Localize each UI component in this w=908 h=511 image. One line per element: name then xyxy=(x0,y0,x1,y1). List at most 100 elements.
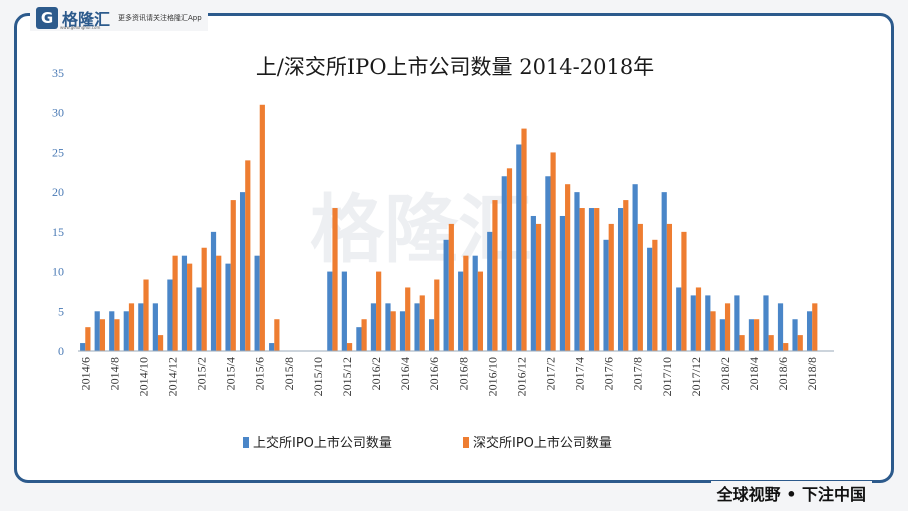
x-tick-label: 2015/2 xyxy=(195,357,209,390)
sh-bar-2016-10 xyxy=(487,231,493,351)
sz-bar-2018-3 xyxy=(739,335,745,351)
footer-slogan: 全球视野 • 下注中国 xyxy=(710,481,872,505)
legend-swatch-0 xyxy=(243,437,249,448)
brand-slogan: 更多资讯请关注格隆汇App xyxy=(118,14,202,22)
y-tick-label: 25 xyxy=(52,145,64,159)
bars-group xyxy=(80,104,818,352)
x-tick-label: 2016/8 xyxy=(456,357,470,390)
y-tick-label: 15 xyxy=(52,225,64,239)
sh-bar-2017-1 xyxy=(530,215,536,351)
sz-bar-2018-7 xyxy=(797,335,803,351)
sh-bar-2015-7 xyxy=(269,343,275,351)
watermark-text: 格隆汇 xyxy=(310,187,532,273)
sh-bar-2016-1 xyxy=(356,327,362,351)
x-tick-label: 2015/10 xyxy=(311,357,325,396)
sh-bar-2015-3 xyxy=(210,231,217,351)
x-tick-label: 2017/4 xyxy=(573,357,587,390)
sh-bar-2014-7 xyxy=(94,311,100,351)
y-axis: 0 5 10 15 20 25 30 35 xyxy=(52,66,64,358)
sh-bar-2016-6 xyxy=(428,319,435,351)
sz-bar-2017-7 xyxy=(623,200,629,351)
sz-bar-2016-6 xyxy=(434,279,440,351)
x-tick-label: 2017/10 xyxy=(660,357,674,396)
sz-bar-2018-8 xyxy=(812,303,818,351)
y-tick-label: 20 xyxy=(52,185,64,199)
sz-bar-2018-4 xyxy=(754,319,760,351)
sh-bar-2018-3 xyxy=(734,295,740,351)
x-tick-label: 2017/6 xyxy=(602,357,616,390)
sh-bar-2018-4 xyxy=(748,319,755,351)
sh-bar-2017-10 xyxy=(661,192,667,351)
legend: 上交所IPO上市公司数量 深交所IPO上市公司数量 xyxy=(243,435,612,451)
sh-bar-2017-8 xyxy=(632,184,638,351)
sh-bar-2015-1 xyxy=(181,255,188,351)
sz-bar-2016-5 xyxy=(419,295,425,351)
sz-bar-2017-8 xyxy=(637,223,643,351)
x-tick-label: 2016/2 xyxy=(369,357,383,390)
sz-bar-2017-9 xyxy=(652,239,658,351)
sh-bar-2015-12 xyxy=(341,271,347,351)
sh-bar-2015-4 xyxy=(225,263,231,351)
x-tick-label: 2016/10 xyxy=(485,357,499,396)
sh-bar-2018-2 xyxy=(719,319,725,351)
x-tick-label: 2018/6 xyxy=(776,357,790,390)
sz-bar-2014-9 xyxy=(128,303,135,351)
sz-bar-2016-3 xyxy=(390,311,396,351)
sz-bar-2016-11 xyxy=(506,168,513,351)
sz-bar-2016-9 xyxy=(477,271,484,351)
x-tick-label: 2014/8 xyxy=(107,357,121,390)
x-tick-label: 2015/4 xyxy=(224,357,238,390)
sh-bar-2016-9 xyxy=(472,255,478,351)
sz-bar-2015-1 xyxy=(187,263,193,351)
sh-bar-2018-6 xyxy=(777,303,784,351)
sh-bar-2014-9 xyxy=(123,311,129,351)
sh-bar-2016-11 xyxy=(501,176,507,351)
sh-bar-2017-3 xyxy=(559,215,566,351)
sz-bar-2017-12 xyxy=(695,287,702,351)
sh-bar-2017-6 xyxy=(603,239,609,351)
sh-bar-2016-3 xyxy=(385,303,391,351)
sz-bar-2018-1 xyxy=(710,311,716,351)
sh-bar-2016-5 xyxy=(414,303,420,351)
x-tick-label: 2018/2 xyxy=(718,357,732,390)
x-tick-label: 2017/8 xyxy=(631,357,645,390)
x-tick-label: 2018/4 xyxy=(747,357,761,390)
x-tick-label: 2015/6 xyxy=(253,357,267,390)
sh-bar-2017-12 xyxy=(690,295,696,351)
y-tick-label: 30 xyxy=(52,106,64,120)
sh-bar-2016-8 xyxy=(458,271,464,351)
sz-bar-2016-8 xyxy=(463,255,469,351)
sz-bar-2014-8 xyxy=(114,319,120,351)
x-tick-label: 2015/12 xyxy=(340,357,354,396)
sz-bar-2016-4 xyxy=(405,287,411,351)
sh-bar-2016-4 xyxy=(399,311,406,351)
sz-bar-2018-6 xyxy=(783,343,789,351)
x-tick-label: 2014/6 xyxy=(78,357,92,390)
sh-bar-2017-4 xyxy=(574,192,580,351)
y-tick-label: 5 xyxy=(58,304,64,318)
sh-bar-2015-2 xyxy=(196,287,202,351)
sz-bar-2017-1 xyxy=(535,223,542,351)
y-tick-label: 10 xyxy=(52,265,64,279)
sz-bar-2015-6 xyxy=(259,104,265,352)
sh-bar-2014-8 xyxy=(109,311,115,351)
x-tick-label: 2015/8 xyxy=(282,357,296,390)
x-tick-label: 2014/10 xyxy=(136,357,150,396)
sh-bar-2014-10 xyxy=(138,303,144,351)
x-tick-label: 2016/4 xyxy=(398,357,412,390)
y-tick-label: 0 xyxy=(58,344,64,358)
sz-bar-2015-5 xyxy=(245,160,251,351)
sz-bar-2017-11 xyxy=(681,231,687,351)
y-tick-label: 35 xyxy=(52,66,64,80)
brand-name: 格隆汇 xyxy=(62,10,111,29)
sh-bar-2015-11 xyxy=(327,271,333,351)
x-tick-label: 2016/12 xyxy=(514,357,528,396)
sz-bar-2014-12 xyxy=(172,255,178,351)
sz-bar-2017-6 xyxy=(608,223,614,351)
sh-bar-2017-5 xyxy=(588,208,595,351)
sh-bar-2014-6 xyxy=(80,343,86,351)
x-tick-label: 2016/6 xyxy=(427,357,441,390)
x-tick-label: 2018/8 xyxy=(805,357,819,390)
sz-bar-2015-4 xyxy=(230,200,236,351)
sz-bar-2016-7 xyxy=(448,223,454,351)
